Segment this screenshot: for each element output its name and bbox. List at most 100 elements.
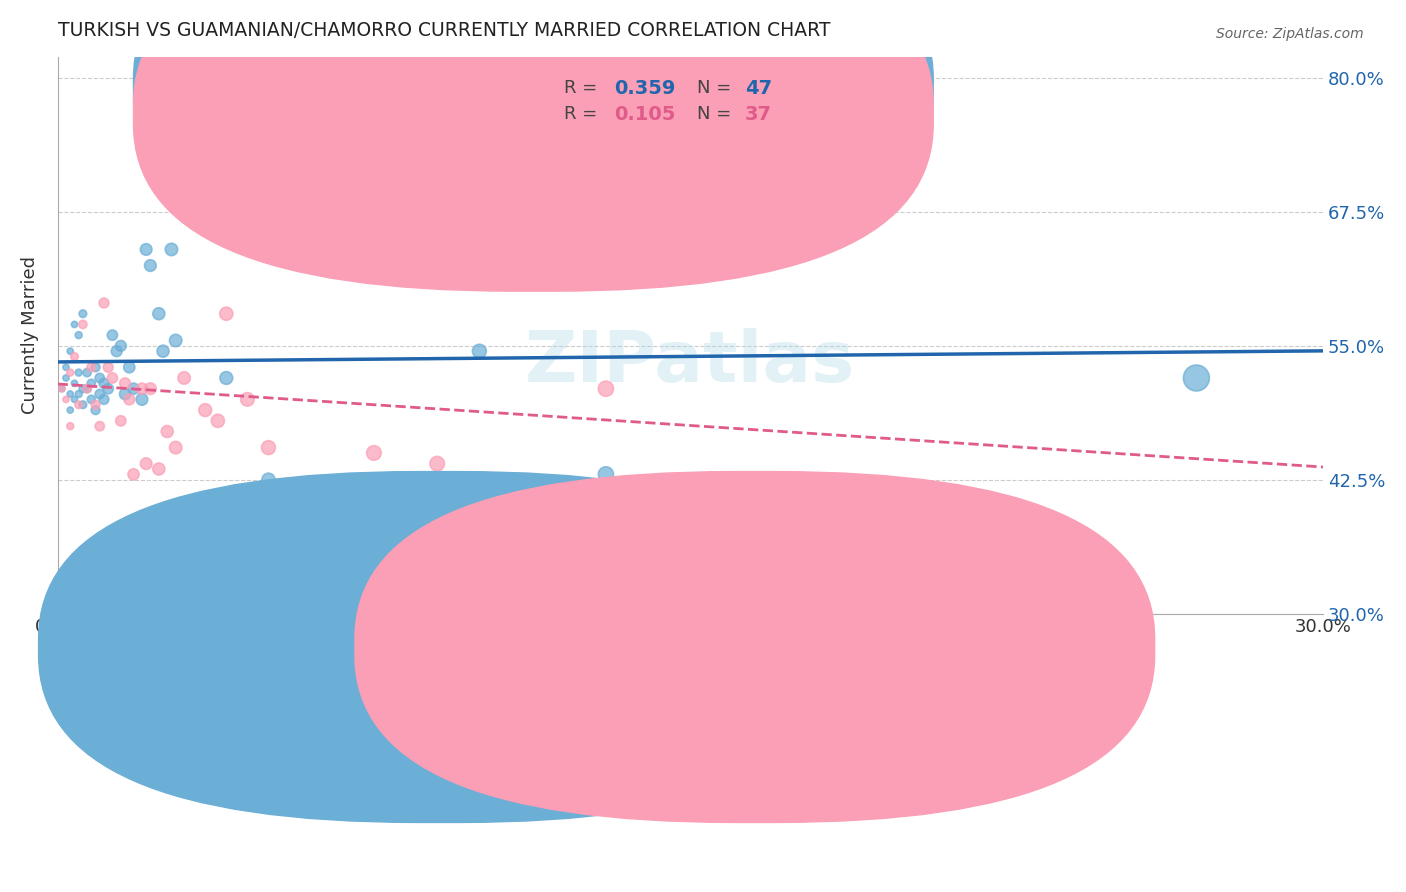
Point bbox=[122, 382, 145, 396]
Point bbox=[595, 382, 617, 396]
FancyBboxPatch shape bbox=[38, 472, 838, 822]
Point bbox=[80, 360, 103, 375]
Point bbox=[148, 307, 170, 321]
Point bbox=[76, 382, 98, 396]
Point bbox=[278, 168, 301, 182]
Point bbox=[131, 392, 153, 407]
Point bbox=[101, 328, 124, 343]
Point bbox=[93, 296, 115, 310]
Point bbox=[122, 467, 145, 482]
Point bbox=[299, 248, 322, 262]
Point bbox=[110, 339, 132, 353]
FancyBboxPatch shape bbox=[354, 472, 1154, 822]
Point bbox=[139, 382, 162, 396]
Point bbox=[595, 467, 617, 482]
Point bbox=[59, 344, 82, 359]
Text: 0.105: 0.105 bbox=[614, 104, 676, 123]
Point bbox=[207, 414, 229, 428]
Point bbox=[156, 425, 179, 439]
Point bbox=[152, 344, 174, 359]
Point bbox=[84, 360, 107, 375]
Point bbox=[700, 537, 723, 551]
Point bbox=[84, 403, 107, 417]
Point bbox=[105, 344, 128, 359]
Point bbox=[236, 392, 259, 407]
Point bbox=[110, 414, 132, 428]
Point bbox=[51, 382, 73, 396]
Point bbox=[67, 328, 90, 343]
Point bbox=[321, 253, 343, 268]
Point bbox=[59, 366, 82, 380]
Point bbox=[135, 457, 157, 471]
Point bbox=[67, 366, 90, 380]
Point bbox=[181, 211, 204, 225]
Text: 37: 37 bbox=[745, 104, 772, 123]
Point bbox=[215, 371, 238, 385]
Point bbox=[148, 462, 170, 476]
FancyBboxPatch shape bbox=[134, 0, 934, 291]
Point bbox=[118, 392, 141, 407]
Point bbox=[80, 392, 103, 407]
FancyBboxPatch shape bbox=[481, 57, 911, 132]
Point bbox=[139, 259, 162, 273]
Point bbox=[76, 382, 98, 396]
Point bbox=[72, 307, 94, 321]
Point bbox=[1185, 371, 1208, 385]
Text: N =: N = bbox=[696, 105, 737, 123]
Point bbox=[63, 392, 86, 407]
Point bbox=[59, 419, 82, 434]
FancyBboxPatch shape bbox=[134, 0, 934, 266]
Point bbox=[165, 334, 187, 348]
Point bbox=[59, 387, 82, 401]
Text: Guamanians/Chamorros: Guamanians/Chamorros bbox=[785, 647, 1002, 665]
Point bbox=[97, 360, 120, 375]
Text: ZIPatlas: ZIPatlas bbox=[526, 328, 855, 398]
Point bbox=[510, 264, 533, 278]
Point bbox=[363, 446, 385, 460]
Point bbox=[160, 243, 183, 257]
Point bbox=[63, 318, 86, 332]
Point bbox=[55, 392, 77, 407]
Point bbox=[114, 387, 136, 401]
Text: Turks: Turks bbox=[515, 647, 562, 665]
Text: TURKISH VS GUAMANIAN/CHAMORRO CURRENTLY MARRIED CORRELATION CHART: TURKISH VS GUAMANIAN/CHAMORRO CURRENTLY … bbox=[58, 21, 830, 40]
Y-axis label: Currently Married: Currently Married bbox=[21, 256, 39, 414]
Point bbox=[299, 243, 322, 257]
Point bbox=[135, 243, 157, 257]
Point bbox=[51, 382, 73, 396]
Point bbox=[59, 403, 82, 417]
Point bbox=[93, 376, 115, 391]
Point bbox=[80, 376, 103, 391]
Point bbox=[55, 371, 77, 385]
Point bbox=[67, 398, 90, 412]
Point bbox=[468, 344, 491, 359]
Text: 47: 47 bbox=[745, 78, 772, 98]
Point bbox=[76, 366, 98, 380]
Point bbox=[89, 371, 111, 385]
Text: Turks: Turks bbox=[468, 647, 516, 665]
Point bbox=[114, 376, 136, 391]
Point bbox=[215, 307, 238, 321]
Point bbox=[63, 376, 86, 391]
Text: N =: N = bbox=[696, 79, 737, 97]
Point bbox=[165, 441, 187, 455]
Point bbox=[257, 473, 280, 487]
Point bbox=[55, 360, 77, 375]
Point bbox=[173, 371, 195, 385]
Point bbox=[101, 371, 124, 385]
Point bbox=[72, 318, 94, 332]
Point bbox=[84, 398, 107, 412]
Point bbox=[89, 387, 111, 401]
Text: R =: R = bbox=[564, 79, 603, 97]
Point bbox=[72, 398, 94, 412]
Point bbox=[426, 457, 449, 471]
Text: R =: R = bbox=[564, 105, 603, 123]
Point bbox=[63, 350, 86, 364]
Point bbox=[118, 360, 141, 375]
Point bbox=[67, 387, 90, 401]
Text: Guamanians/Chamorros: Guamanians/Chamorros bbox=[734, 647, 950, 665]
Point bbox=[131, 382, 153, 396]
Text: Source: ZipAtlas.com: Source: ZipAtlas.com bbox=[1216, 27, 1364, 41]
Point bbox=[89, 419, 111, 434]
Point bbox=[97, 382, 120, 396]
